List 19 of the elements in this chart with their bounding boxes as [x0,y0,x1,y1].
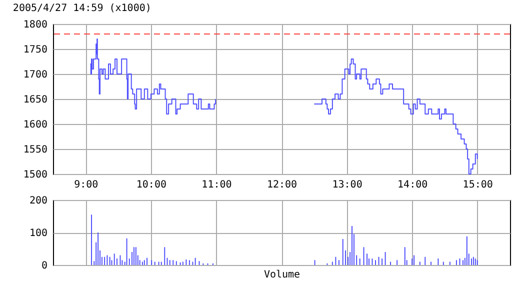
x-tick-label: 14:00 [398,180,428,190]
y-tick-label: 1700 [23,70,48,80]
x-tick-label: 11:00 [202,180,232,190]
y-tick-label: 1600 [23,120,48,130]
chart-title: 2005/4/27 14:59 (x1000) [12,3,152,14]
x-tick-label: 10:00 [136,180,166,190]
y-tick-label: 100 [29,228,48,239]
x-axis-title: Volume [264,270,300,280]
y-tick-label: 1650 [23,94,48,106]
x-tick-label: 9:00 [74,180,98,190]
x-tick-label: 12:00 [266,180,298,190]
y-tick-label: 1750 [23,44,48,56]
y-tick-label: 1500 [23,170,48,180]
y-tick-label: 1800 [23,20,48,30]
y-tick-label: 200 [29,196,48,206]
y-tick-label: 0 [41,260,48,272]
x-tick-label: 13:00 [332,180,362,190]
y-tick-label: 1550 [23,144,48,156]
x-tick-label: 15:00 [462,180,493,190]
